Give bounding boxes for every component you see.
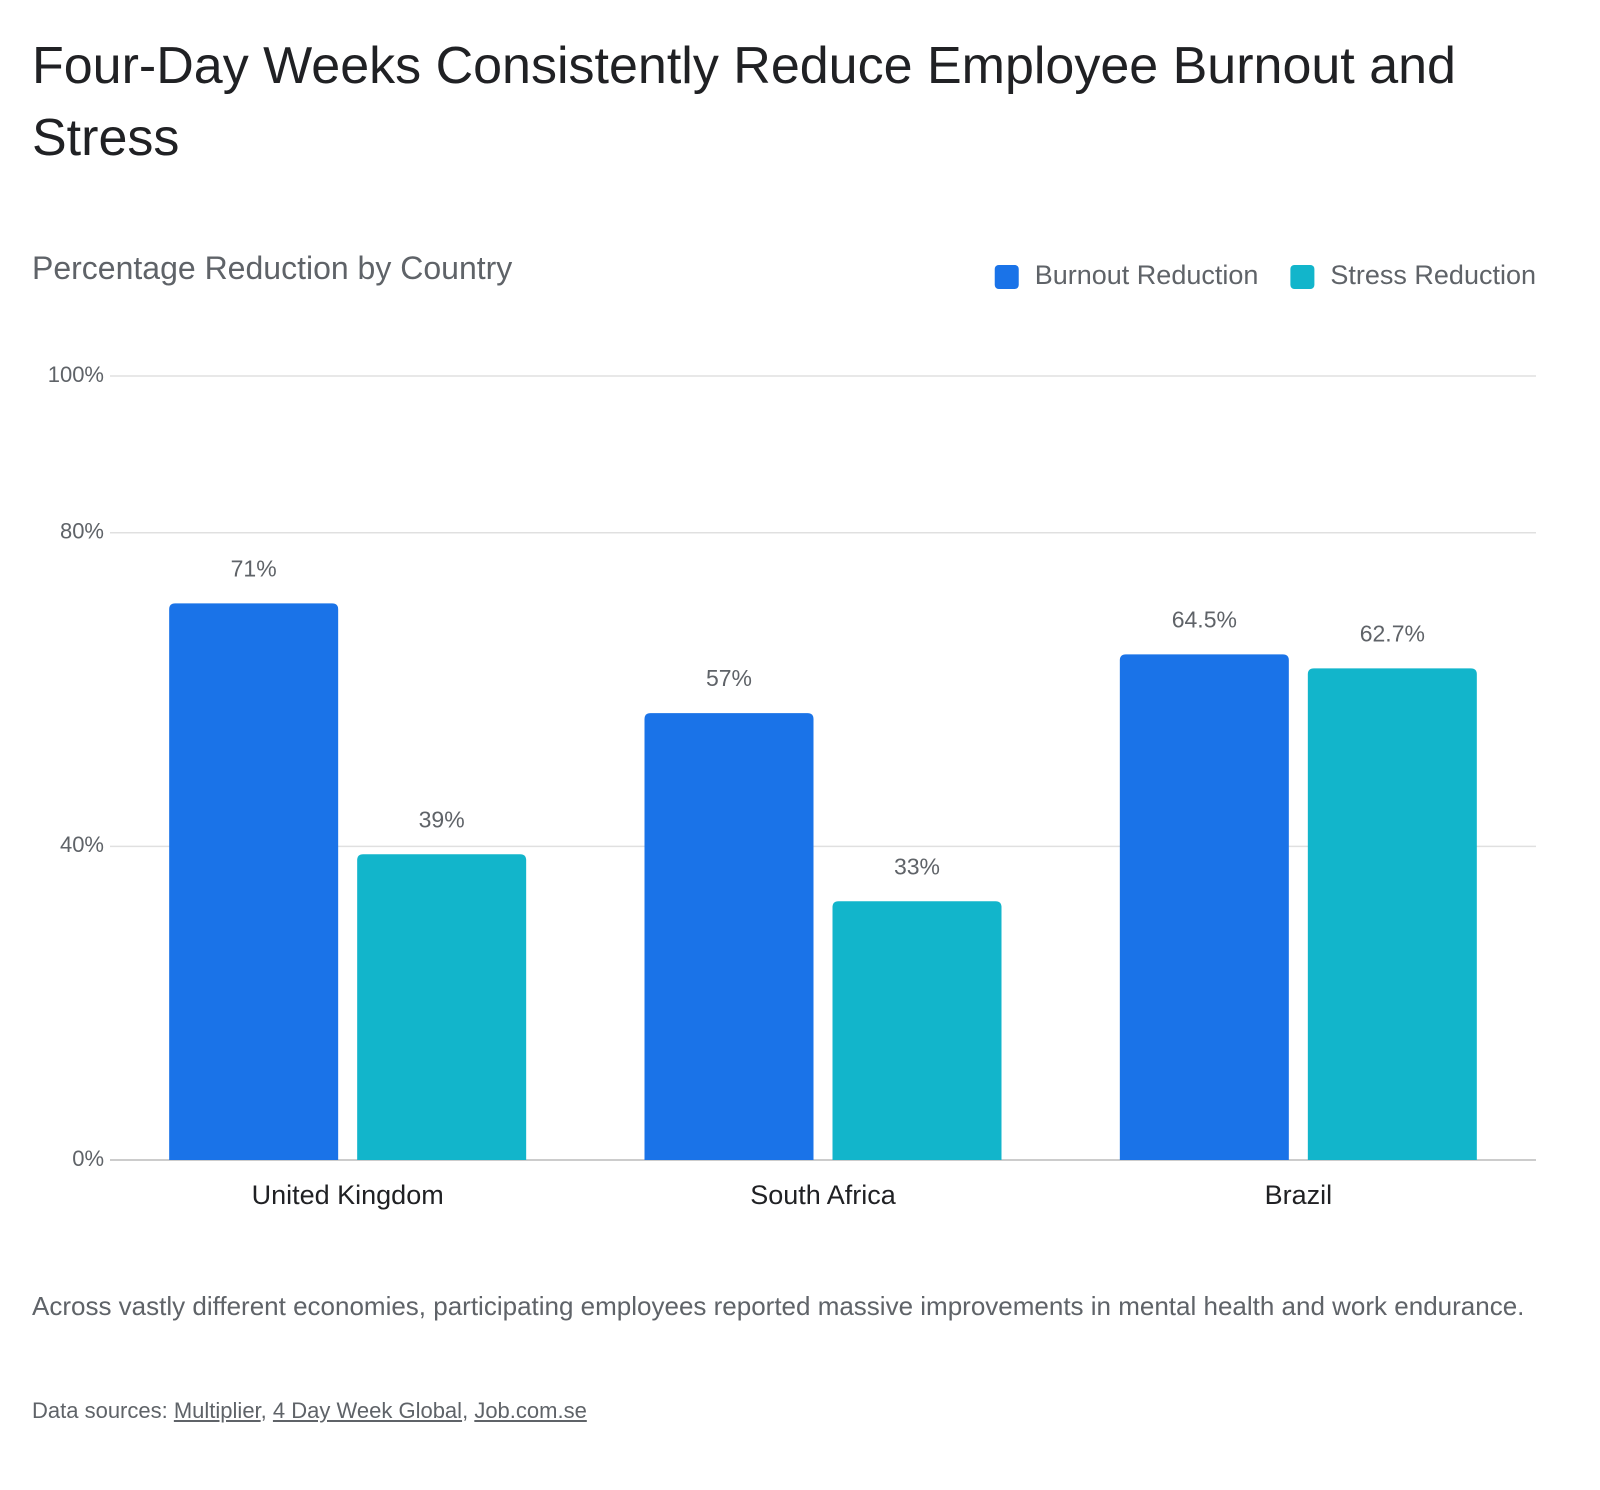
bar — [644, 713, 814, 1160]
chart-title: Four-Day Weeks Consistently Reduce Emplo… — [32, 37, 1456, 167]
legend-swatch — [1290, 265, 1315, 289]
data-label: 33% — [894, 853, 940, 879]
sources: Data sources: Multiplier, 4 Day Week Glo… — [32, 1398, 587, 1424]
chart: 0% 40% 80% 100% Stress Reduction Burnout Redu… — [48, 260, 1536, 1210]
separator: , — [260, 1398, 267, 1423]
legend-label: Burnout Reduction — [1035, 260, 1259, 290]
bar — [832, 901, 1002, 1160]
legend-swatch — [994, 265, 1019, 289]
data-label: 57% — [706, 665, 752, 691]
data-label: 64.5% — [1172, 606, 1237, 632]
bar — [169, 603, 339, 1160]
y-tick-label: 40% — [60, 832, 104, 857]
bar — [1307, 668, 1477, 1160]
legend-label: Stress Reduction — [1330, 260, 1536, 290]
data-label: 39% — [419, 806, 465, 832]
source-link[interactable]: Multiplier — [173, 1398, 261, 1423]
bar — [1119, 654, 1289, 1160]
source-link[interactable]: 4 Day Week Global — [272, 1398, 463, 1423]
x-tick-label: Brazil — [1265, 1180, 1333, 1210]
y-tick-label: 100% — [48, 362, 104, 387]
source-link[interactable]: Job.com.se — [474, 1398, 587, 1423]
sources-label: Data sources: — [32, 1398, 168, 1423]
data-label: 71% — [231, 555, 277, 581]
x-tick-label: South Africa — [750, 1180, 897, 1210]
data-label: 62.7% — [1360, 621, 1425, 647]
y-tick-label: 0% — [72, 1146, 104, 1171]
separator: , — [462, 1398, 469, 1423]
chart-subtitle: Percentage Reduction by Country — [32, 250, 513, 286]
x-tick-label: United Kingdom — [252, 1180, 444, 1210]
description: Across vastly different economies, parti… — [32, 1291, 1525, 1321]
bar — [357, 854, 527, 1160]
y-tick-label: 80% — [60, 519, 104, 544]
